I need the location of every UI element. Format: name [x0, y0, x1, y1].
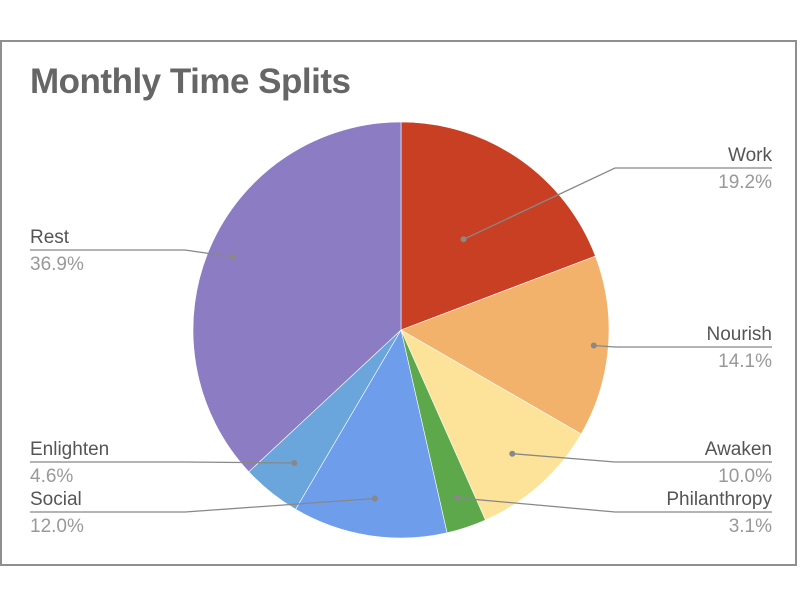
slice-percent-social: 12.0% [30, 516, 84, 537]
leader-line-rest [30, 249, 234, 258]
slice-name-social: Social [30, 489, 82, 510]
slice-percent-work: 19.2% [718, 172, 772, 193]
slice-name-work: Work [728, 145, 772, 166]
leader-dot-awaken [509, 450, 516, 457]
slice-name-enlighten: Enlighten [30, 439, 109, 460]
slice-label-group-enlighten: Enlighten 4.6% [30, 439, 298, 487]
leader-line-philanthropy [456, 497, 772, 513]
leader-dot-philanthropy [453, 494, 460, 501]
leader-dot-enlighten [291, 460, 298, 466]
leader-line-work [463, 167, 772, 240]
leader-dot-rest [230, 254, 237, 260]
slice-percent-philanthropy: 3.1% [729, 516, 772, 537]
slice-label-group-nourish: Nourish 14.1% [590, 324, 772, 372]
pie-slice-work[interactable] [400, 121, 596, 331]
leader-line-awaken [512, 453, 772, 463]
slice-label-group-rest: Rest 36.9% [30, 227, 237, 275]
slice-label-group-work: Work 19.2% [460, 145, 772, 243]
pie-slice-rest[interactable] [192, 121, 402, 473]
leader-dot-social [371, 495, 378, 502]
slice-label-group-social: Social 12.0% [30, 489, 378, 537]
leader-line-nourish [593, 344, 772, 348]
slice-name-nourish: Nourish [707, 324, 772, 345]
leader-dot-nourish [590, 342, 597, 349]
slice-name-awaken: Awaken [705, 439, 772, 460]
slice-percent-awaken: 10.0% [718, 466, 772, 487]
slice-name-philanthropy: Philanthropy [666, 489, 772, 510]
leader-line-enlighten [30, 461, 295, 464]
slice-percent-enlighten: 4.6% [30, 466, 73, 487]
slice-percent-nourish: 14.1% [718, 351, 772, 372]
pie-slice-social[interactable] [295, 329, 448, 539]
slice-label-group-awaken: Awaken 10.0% [509, 439, 772, 487]
pie-slice-awaken[interactable] [400, 329, 582, 521]
slice-name-rest: Rest [30, 227, 70, 248]
leader-dot-work [460, 236, 467, 243]
slice-percent-rest: 36.9% [30, 254, 84, 275]
slice-label-group-philanthropy: Philanthropy 3.1% [453, 489, 772, 537]
leader-line-social [30, 497, 375, 513]
chart-title: Monthly Time Splits [30, 62, 351, 101]
